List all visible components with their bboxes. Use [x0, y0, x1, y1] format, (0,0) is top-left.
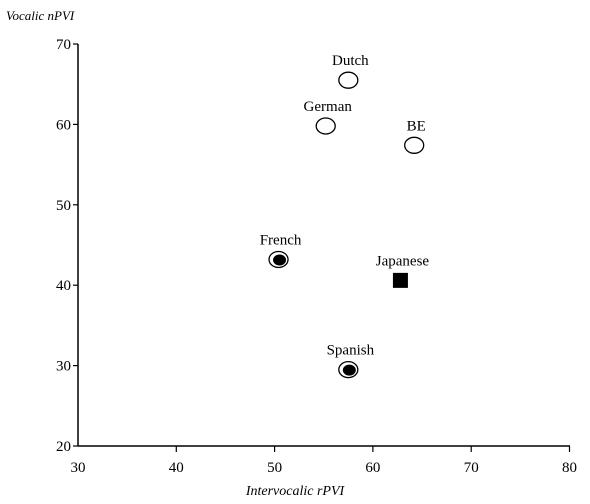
point-label-spanish: Spanish	[327, 343, 375, 359]
x-tick-label-40: 40	[169, 460, 184, 476]
x-tick-label-30: 30	[71, 460, 86, 476]
x-tick-label-60: 60	[365, 460, 380, 476]
y-axis-title: Vocalic nPVI	[6, 8, 75, 23]
point-spanish	[342, 364, 356, 376]
point-label-french: French	[260, 232, 302, 248]
y-tick-label-50: 50	[56, 198, 71, 214]
point-label-german: German	[304, 99, 353, 115]
point-label-dutch: Dutch	[332, 53, 369, 69]
point-label-be: BE	[407, 118, 426, 134]
point-japanese	[392, 272, 408, 288]
y-tick-label-40: 40	[56, 278, 71, 294]
x-tick-label-50: 50	[267, 460, 282, 476]
point-french	[273, 254, 287, 266]
point-label-japanese: Japanese	[376, 253, 430, 269]
y-tick-label-70: 70	[56, 37, 71, 53]
point-german	[315, 117, 336, 135]
x-tick-label-80: 80	[562, 460, 577, 476]
point-be	[404, 136, 425, 154]
point-dutch	[338, 71, 359, 89]
y-tick-label-30: 30	[56, 359, 71, 375]
x-tick-label-70: 70	[464, 460, 479, 476]
y-tick-label-60: 60	[56, 117, 71, 133]
x-axis-title: Intervocalic rPVI	[245, 484, 345, 499]
y-tick-label-20: 20	[56, 439, 71, 455]
